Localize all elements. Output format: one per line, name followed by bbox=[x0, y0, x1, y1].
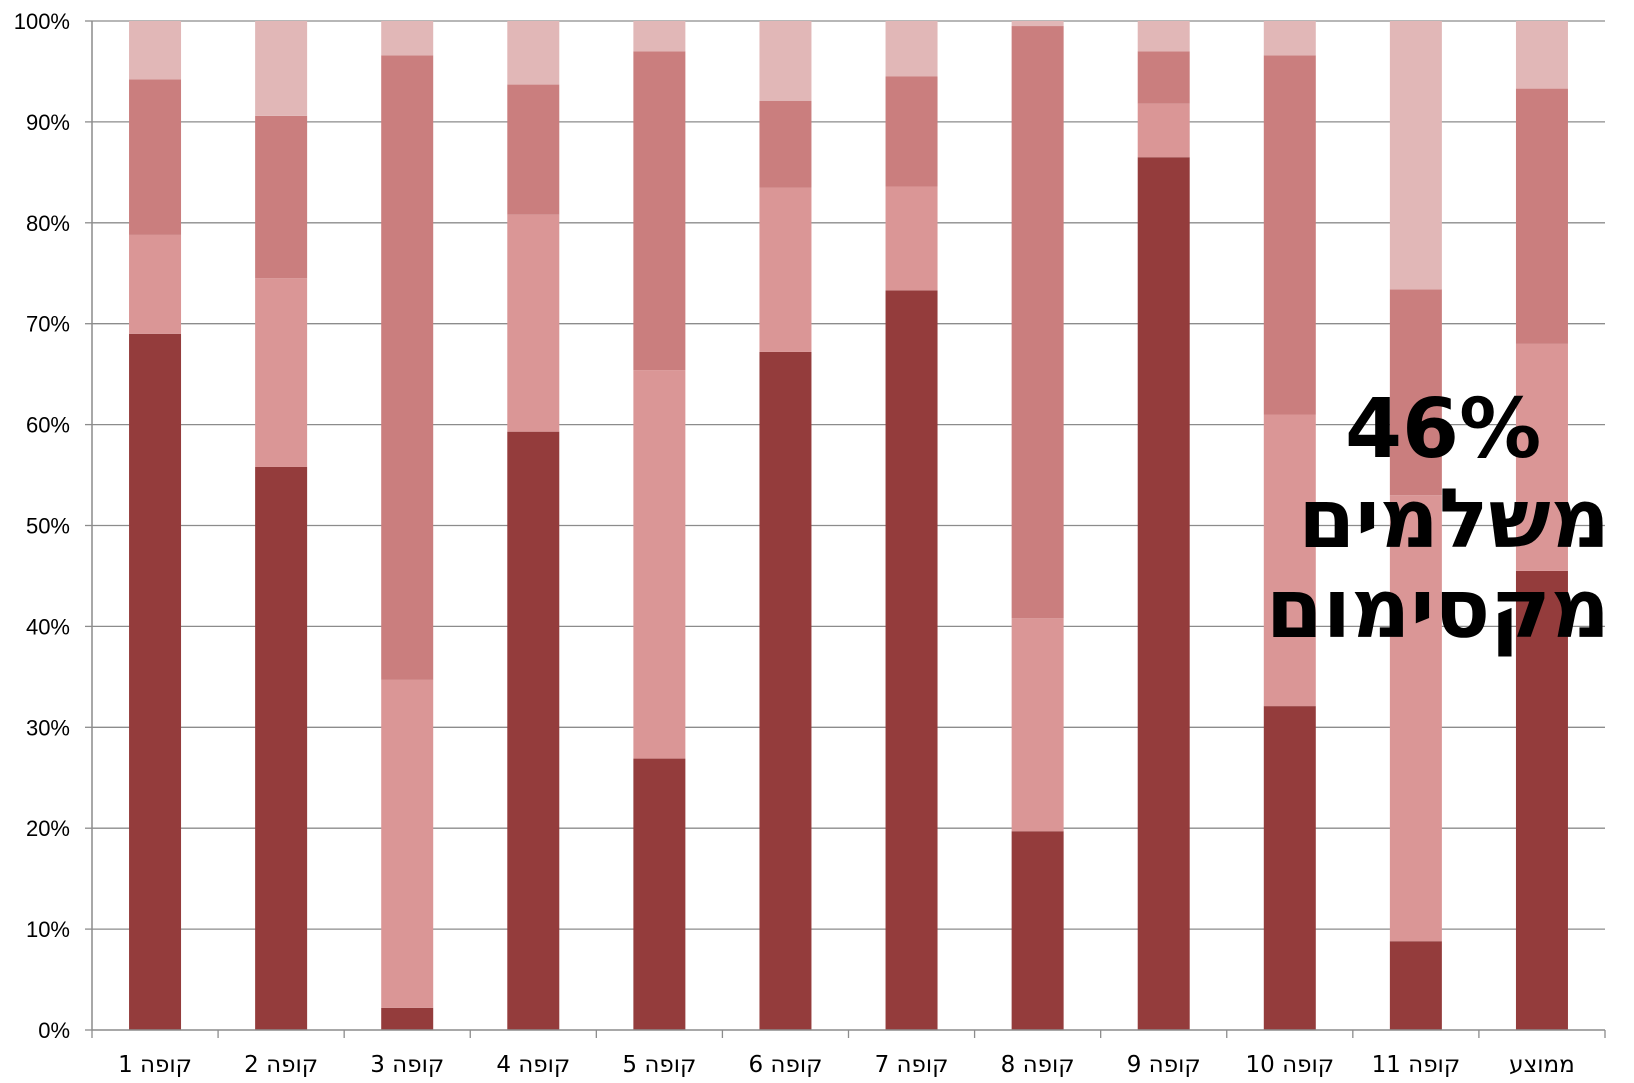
bar-segment bbox=[507, 214, 560, 432]
bar-segment bbox=[507, 84, 560, 215]
x-tick-label: קופה 4 bbox=[496, 1052, 570, 1078]
bar-segment bbox=[1137, 51, 1190, 104]
bar-segment bbox=[1263, 706, 1316, 1030]
bar-segment bbox=[1389, 941, 1442, 1030]
x-tick-label: קופה 5 bbox=[622, 1052, 696, 1078]
bar-segment bbox=[1515, 21, 1568, 89]
bar-segment bbox=[381, 1007, 434, 1030]
x-tick-label: קופה 7 bbox=[875, 1052, 949, 1078]
x-tick-label: קופה 10 bbox=[1246, 1052, 1335, 1078]
bar-segment bbox=[1263, 21, 1316, 56]
bar-segment bbox=[633, 21, 686, 52]
bar-segment bbox=[633, 51, 686, 371]
y-tick-label: 80% bbox=[26, 211, 70, 236]
bar-segment bbox=[633, 370, 686, 759]
bar-segment bbox=[507, 431, 560, 1031]
bar-segment bbox=[255, 466, 308, 1030]
bar-segment bbox=[255, 21, 308, 116]
y-tick-label: 50% bbox=[26, 514, 70, 539]
bar-segment bbox=[129, 234, 182, 334]
axes bbox=[91, 21, 1606, 1038]
bar-segment bbox=[1137, 21, 1190, 52]
bar-segment bbox=[129, 21, 182, 80]
bar-segment bbox=[129, 79, 182, 235]
bar-segment bbox=[1011, 831, 1064, 1030]
x-tick-label: קופה 6 bbox=[748, 1052, 822, 1078]
bar-segment bbox=[1263, 414, 1316, 707]
bar-segment bbox=[1137, 157, 1190, 1031]
bar-segment bbox=[255, 115, 308, 279]
bar-segment bbox=[1137, 103, 1190, 158]
bar-segment bbox=[1389, 495, 1442, 942]
x-tick-label: קופה 1 bbox=[118, 1052, 192, 1078]
bar-segment bbox=[1389, 21, 1442, 290]
bar-segment bbox=[885, 290, 938, 1030]
bar-segment bbox=[381, 679, 434, 1008]
bar-segment bbox=[1389, 289, 1442, 496]
bar-segment bbox=[1515, 88, 1568, 344]
y-tick-labels: 0% 10% 20% 30% 40% 50% 60% 70% 80% 90% 100% bbox=[14, 9, 70, 1043]
annotation-line-pay: משלמים bbox=[1298, 472, 1610, 568]
bar-segment bbox=[759, 351, 812, 1030]
y-tick-label: 20% bbox=[26, 816, 70, 841]
bars bbox=[129, 21, 1568, 1031]
bar-segment bbox=[1263, 55, 1316, 415]
bar-segment bbox=[381, 55, 434, 680]
x-tick-label: קופה 11 bbox=[1372, 1052, 1461, 1078]
bar-segment bbox=[1011, 26, 1064, 619]
y-tick-label: 100% bbox=[14, 9, 70, 34]
bar-segment bbox=[885, 186, 938, 291]
x-tick-label: קופה 2 bbox=[244, 1052, 318, 1078]
bar-segment bbox=[1011, 21, 1064, 27]
x-tick-label: קופה 3 bbox=[370, 1052, 444, 1078]
x-tick-label: קופה 8 bbox=[1001, 1052, 1075, 1078]
y-tick-label: 40% bbox=[26, 614, 70, 639]
bar-segment bbox=[885, 21, 938, 77]
bar-segment bbox=[255, 278, 308, 467]
bar-segment bbox=[1011, 618, 1064, 832]
bar-segment bbox=[129, 333, 182, 1030]
annotation-percent: 46% bbox=[1345, 382, 1542, 477]
bar-segment bbox=[759, 21, 812, 101]
bar-segment bbox=[759, 187, 812, 352]
y-tick-label: 70% bbox=[26, 312, 70, 337]
bar-segment bbox=[1515, 570, 1568, 1030]
gridlines bbox=[85, 20, 1605, 1031]
annotation-callout: 46% משלמים מקסימום bbox=[1250, 382, 1610, 658]
bar-segment bbox=[759, 100, 812, 188]
y-tick-label: 10% bbox=[26, 917, 70, 942]
bar-segment bbox=[633, 758, 686, 1030]
y-tick-label: 60% bbox=[26, 413, 70, 438]
y-tick-label: 0% bbox=[38, 1018, 70, 1043]
y-tick-label: 30% bbox=[26, 715, 70, 740]
bar-segment bbox=[1515, 343, 1568, 571]
bar-segment bbox=[381, 21, 434, 56]
bar-segment bbox=[507, 21, 560, 85]
x-tick-label: ממוצע bbox=[1509, 1052, 1575, 1078]
x-tick-labels: קופה 1 קופה 2 קופה 3 קופה 4 קופה 5 קופה 6 קופה… bbox=[118, 1052, 1575, 1078]
y-tick-label: 90% bbox=[26, 110, 70, 135]
annotation-line-maximum: מקסימום bbox=[1265, 562, 1610, 658]
bar-segment bbox=[885, 76, 938, 187]
x-tick-label: קופה 9 bbox=[1127, 1052, 1201, 1078]
